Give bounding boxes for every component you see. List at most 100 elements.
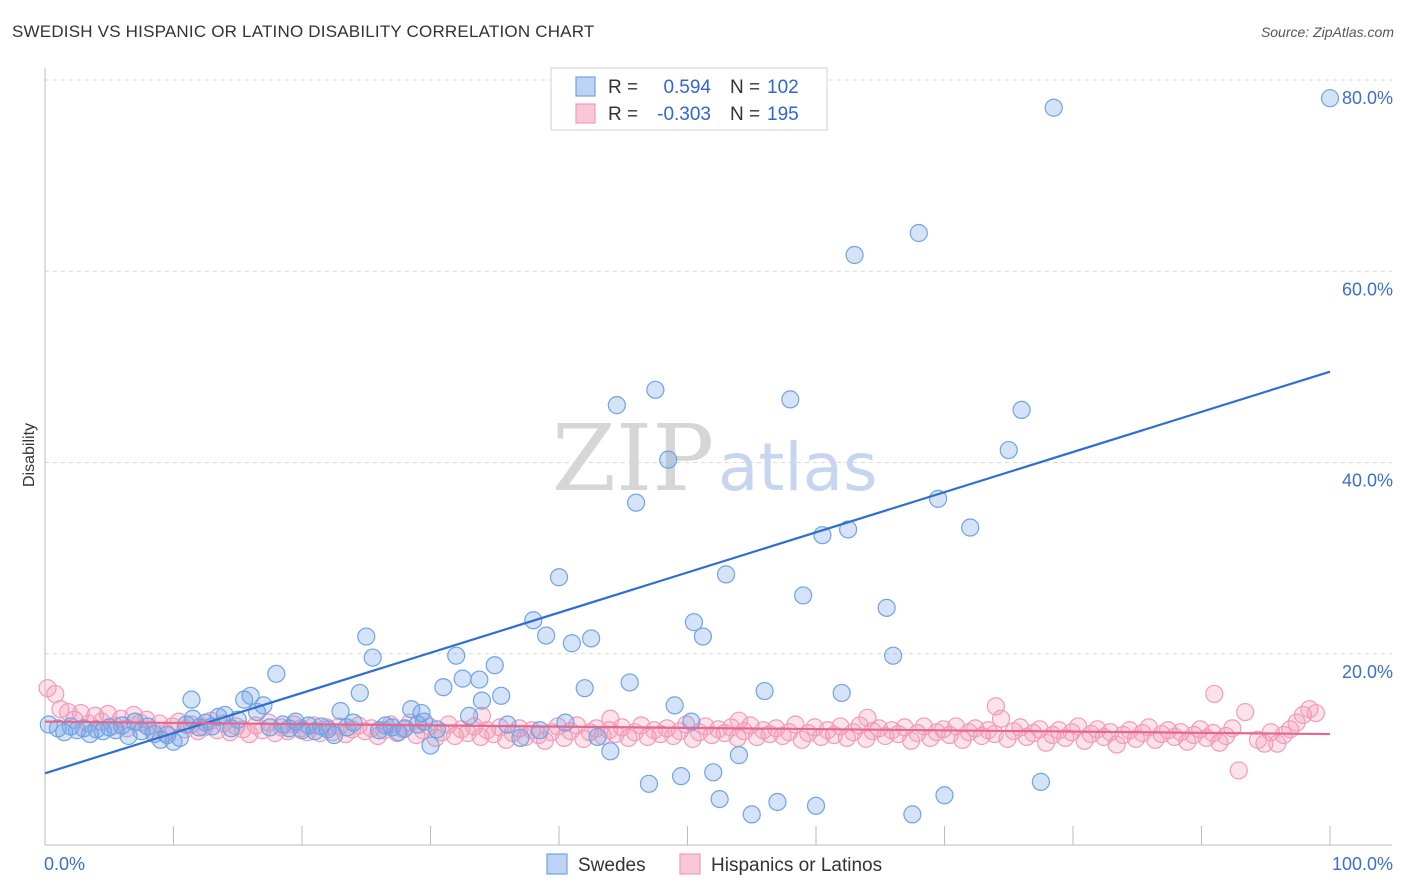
swedes-point-110: [903, 805, 922, 824]
swedes-point-109: [883, 646, 903, 665]
swedes-point-101: [781, 390, 800, 409]
y-tick-label-3: 80.0%: [1342, 88, 1393, 108]
swedes-point-114: [961, 518, 980, 537]
swedes-point-84: [620, 673, 639, 692]
hispanics-point-200: [729, 711, 749, 730]
hispanics-trend-line: [44, 720, 1331, 736]
hispanics-point-83: [574, 729, 593, 748]
swedes-point-62: [427, 720, 447, 739]
swedes-point-82: [601, 742, 620, 761]
swedes-point-105: [832, 683, 851, 703]
swedes-point-108: [877, 598, 896, 617]
bottom-legend-swatch-hispanics: [679, 853, 701, 875]
hispanics-point-186: [1236, 702, 1255, 722]
hispanics-point-202: [472, 706, 491, 726]
swedes-point-91: [682, 712, 701, 731]
trend-lines: [44, 370, 1331, 775]
swedes-trend-line: [44, 370, 1331, 775]
swedes-point-93: [693, 627, 713, 646]
swedes-point-96: [716, 565, 736, 584]
swedes-point-60: [412, 703, 431, 723]
y-axis-label: Disability: [21, 423, 38, 487]
source-credit: Source: ZipAtlas.com: [1260, 24, 1394, 40]
swedes-point-94: [704, 763, 723, 782]
legend-swatch-hispanics: [575, 103, 596, 124]
swedes-point-72: [511, 728, 530, 748]
bottom-legend-label-hispanics: Hispanics or Latinos: [711, 855, 882, 876]
swedes-point-87: [646, 380, 665, 399]
hispanics-point-80: [555, 728, 574, 748]
swedes-point-80: [582, 629, 601, 648]
swedes-point-81: [588, 727, 607, 747]
swedes-point-67: [470, 670, 489, 689]
swedes-point-79: [575, 679, 594, 698]
swedes-point-98: [742, 805, 761, 824]
legend-n-label-2: N =: [730, 104, 760, 125]
hispanics-point-198: [986, 697, 1006, 716]
swedes-point-116: [1012, 400, 1031, 420]
swedes-point-117: [1031, 772, 1050, 791]
swedes-point-68: [472, 691, 491, 710]
swedes-point-49: [350, 683, 369, 703]
swedes-point-65: [453, 669, 472, 688]
watermark-atlas: atlas: [718, 429, 878, 506]
hispanics-point-71: [497, 730, 516, 749]
bottom-legend-swatch-swedes: [546, 853, 568, 875]
hispanics-point-196: [1306, 703, 1325, 723]
hispanics-point-166: [1107, 735, 1126, 754]
swedes-point-74: [530, 721, 549, 740]
swedes-point-100: [768, 792, 787, 812]
swedes-point-89: [665, 696, 684, 715]
swedes-point-103: [806, 796, 826, 815]
gridlines: [45, 79, 1392, 655]
legend-n-value-2: 195: [767, 104, 799, 125]
swedes-point-76: [549, 568, 569, 587]
swedes-point-0: [39, 715, 58, 734]
swedes-point-92: [684, 613, 704, 632]
legend-swatch-swedes: [575, 76, 596, 97]
legend-r-label-2: R =: [608, 104, 638, 125]
hispanics-point-185: [1229, 761, 1248, 780]
bottom-legend-label-swedes: Swedes: [578, 855, 646, 876]
hispanics-point-182: [1210, 733, 1229, 752]
legend-n-label-1: N =: [730, 77, 760, 98]
hispanics-point-199: [858, 708, 877, 727]
swedes-point-99: [755, 681, 774, 701]
swedes-point-36: [267, 664, 286, 683]
y-tick-label-0: 20.0%: [1342, 662, 1393, 682]
swedes-point-90: [671, 767, 691, 786]
swedes-point-50: [357, 627, 376, 646]
swedes-point-78: [562, 634, 581, 653]
swedes-point-106: [839, 520, 858, 539]
swedes-point-63: [434, 678, 453, 697]
legend-n-value-1: 102: [767, 77, 799, 98]
swedes-point-75: [537, 626, 556, 645]
swedes-point-61: [421, 736, 440, 755]
y-tick-labels: 20.0% 40.0% 60.0% 80.0%: [1342, 88, 1393, 682]
swedes-point-24: [182, 690, 201, 709]
swedes-point-71: [498, 715, 517, 734]
bottom-legend: Swedes Hispanics or Latinos: [546, 853, 882, 876]
swedes-point-97: [729, 746, 749, 765]
swedes-point-107: [845, 245, 864, 265]
x-tick-labels: 0.0% 100.0%: [44, 854, 1393, 874]
swedes-point-115: [999, 440, 1018, 460]
x-tick-label-0: 0.0%: [44, 854, 85, 874]
swedes-point-69: [485, 656, 504, 675]
axes: [44, 68, 1392, 846]
legend: R = 0.594 N = 102 R = -0.303 N = 195: [550, 67, 828, 131]
hispanics-point-197: [1205, 684, 1224, 704]
hispanics-point-201: [601, 709, 620, 728]
swedes-point-77: [556, 713, 575, 732]
legend-r-value-2: -0.303: [657, 104, 711, 125]
swedes-point-32: [241, 686, 260, 705]
swedes-point-70: [492, 686, 511, 705]
swedes-point-119: [1320, 89, 1340, 108]
x-tick-label-1: 100.0%: [1332, 854, 1393, 874]
swedes-point-46: [331, 702, 350, 721]
swedes-point-66: [459, 706, 479, 726]
legend-r-value-1: 0.594: [663, 77, 711, 98]
swedes-point-83: [607, 396, 626, 415]
y-tick-label-1: 40.0%: [1342, 471, 1393, 491]
